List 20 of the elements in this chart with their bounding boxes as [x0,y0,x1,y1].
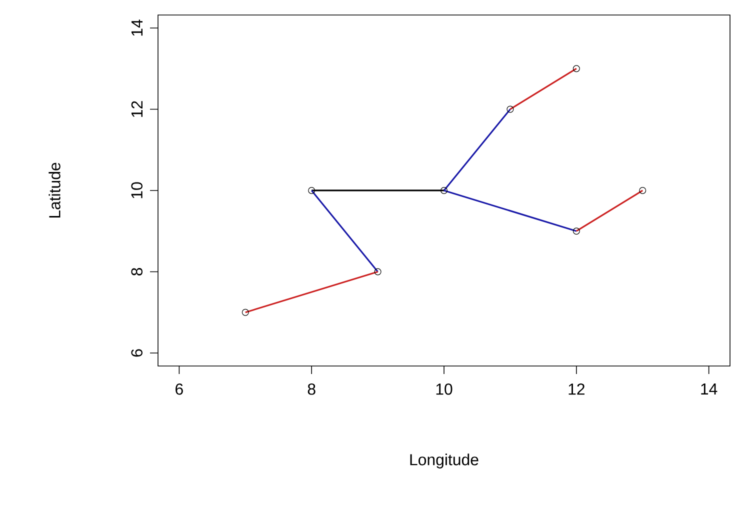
y-tick-label: 14 [132,20,142,36]
point [639,186,646,194]
x-tick-label: 8 [308,384,316,395]
y-tick-label: 6 [131,349,142,357]
y-tick-label: 12 [131,101,142,117]
y-tick-label: 10 [131,182,142,198]
y-axis-title: Latitude [48,162,60,218]
x-axis-title: Longitude [410,454,478,468]
point [242,308,249,316]
y-tick-label: 8 [131,268,142,276]
point [440,186,448,194]
point [308,186,316,194]
x-tick-label: 14 [701,383,718,394]
point [506,106,514,113]
point [572,228,580,235]
point [572,65,580,72]
x-tick-label: 10 [436,384,452,395]
x-tick-label: 12 [568,384,584,395]
point [374,268,382,276]
x-tick-label: 6 [176,384,183,395]
